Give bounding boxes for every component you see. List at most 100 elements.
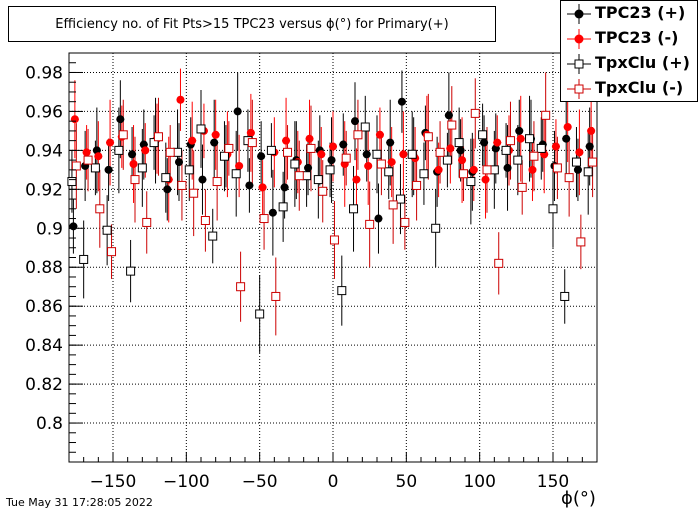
data-point [126,266,136,276]
data-point [442,155,452,165]
x-tick-label: 0 [328,472,339,492]
data-point [372,149,382,159]
data-point [268,208,277,217]
data-point [325,165,335,175]
chart-title-box: Efficiency no. of Fit Pts>15 TPC23 versu… [8,6,496,42]
data-point [231,169,241,179]
x-tick-label: −100 [163,472,210,492]
data-point [305,134,314,143]
legend-label: TPC23 (+) [595,3,686,22]
data-point [163,185,172,194]
x-tick-label: 100 [463,472,495,492]
data-point [283,147,293,157]
data-point [177,180,187,190]
data-point [129,160,138,169]
data-point [481,175,490,184]
y-tick-label: 0.86 [25,297,63,317]
data-point [552,163,562,173]
data-point [184,165,194,175]
data-point [153,132,163,142]
data-point [454,138,464,148]
data-point [431,223,441,233]
data-point [198,175,207,184]
y-tick-label: 0.8 [36,414,63,434]
data-point [219,151,229,161]
data-point [259,214,269,224]
data-point [128,150,137,159]
data-point [235,161,244,170]
data-point [536,143,546,153]
data-point [327,156,336,165]
data-point [444,111,453,120]
data-point [353,130,363,140]
data-point [423,132,433,142]
data-point [317,150,326,159]
data-point [70,115,79,124]
data-point [200,215,210,225]
data-point [376,159,386,169]
data-point [564,173,574,183]
data-point [399,150,408,159]
data-point [587,126,596,135]
y-tick-label: 0.94 [25,141,63,161]
data-point [395,194,405,204]
data-point [351,117,359,126]
data-point [318,186,328,196]
data-point [329,142,337,151]
legend: TPC23 (+) TPC23 (-) TpxClu (+) TpxClu (-… [560,0,698,102]
data-point [212,177,222,187]
data-point [583,167,593,177]
data-point [175,158,183,167]
data-point [551,142,560,151]
data-point [515,126,524,135]
data-point [165,147,175,157]
x-tick-label: 150 [537,472,569,492]
data-point [494,258,504,268]
legend-label: TpxClu (+) [595,53,690,72]
data-point [435,147,445,157]
data-point [386,138,395,147]
x-tick-label: 50 [396,472,418,492]
data-point [306,143,316,153]
data-point [313,175,323,185]
data-point [95,204,105,214]
data-point [585,142,594,151]
data-point [374,214,383,223]
legend-item-tpxclu-plus: TpxClu (+) [561,51,699,76]
data-point [503,163,512,172]
data-point [528,165,537,174]
data-point [102,225,112,235]
data-point [493,138,502,147]
data-point [257,152,266,161]
data-point [142,217,152,227]
data-point [173,147,183,157]
data-point [456,146,465,155]
data-point [255,309,265,319]
data-point [434,165,443,174]
y-tick-label: 0.92 [25,180,63,200]
data-point [576,237,586,247]
data-point [294,171,304,181]
data-point [116,115,125,124]
filled-circle-icon [567,4,591,24]
data-point [362,150,371,159]
data-point [107,247,117,257]
data-point [337,286,347,296]
data-point [208,231,218,241]
data-point [562,134,571,143]
data-point [67,177,77,187]
data-point [69,222,78,231]
data-point [571,157,581,167]
data-point [419,169,429,179]
legend-label: TPC23 (-) [595,28,679,47]
y-tick-label: 0.82 [25,375,63,395]
data-point [541,110,551,120]
data-point [304,163,313,172]
filled-circle-icon [567,29,591,49]
data-point [118,130,128,140]
data-point [188,136,197,145]
x-axis-label: ϕ(°) [561,488,596,509]
open-square-icon [567,79,591,99]
data-point [517,182,527,192]
